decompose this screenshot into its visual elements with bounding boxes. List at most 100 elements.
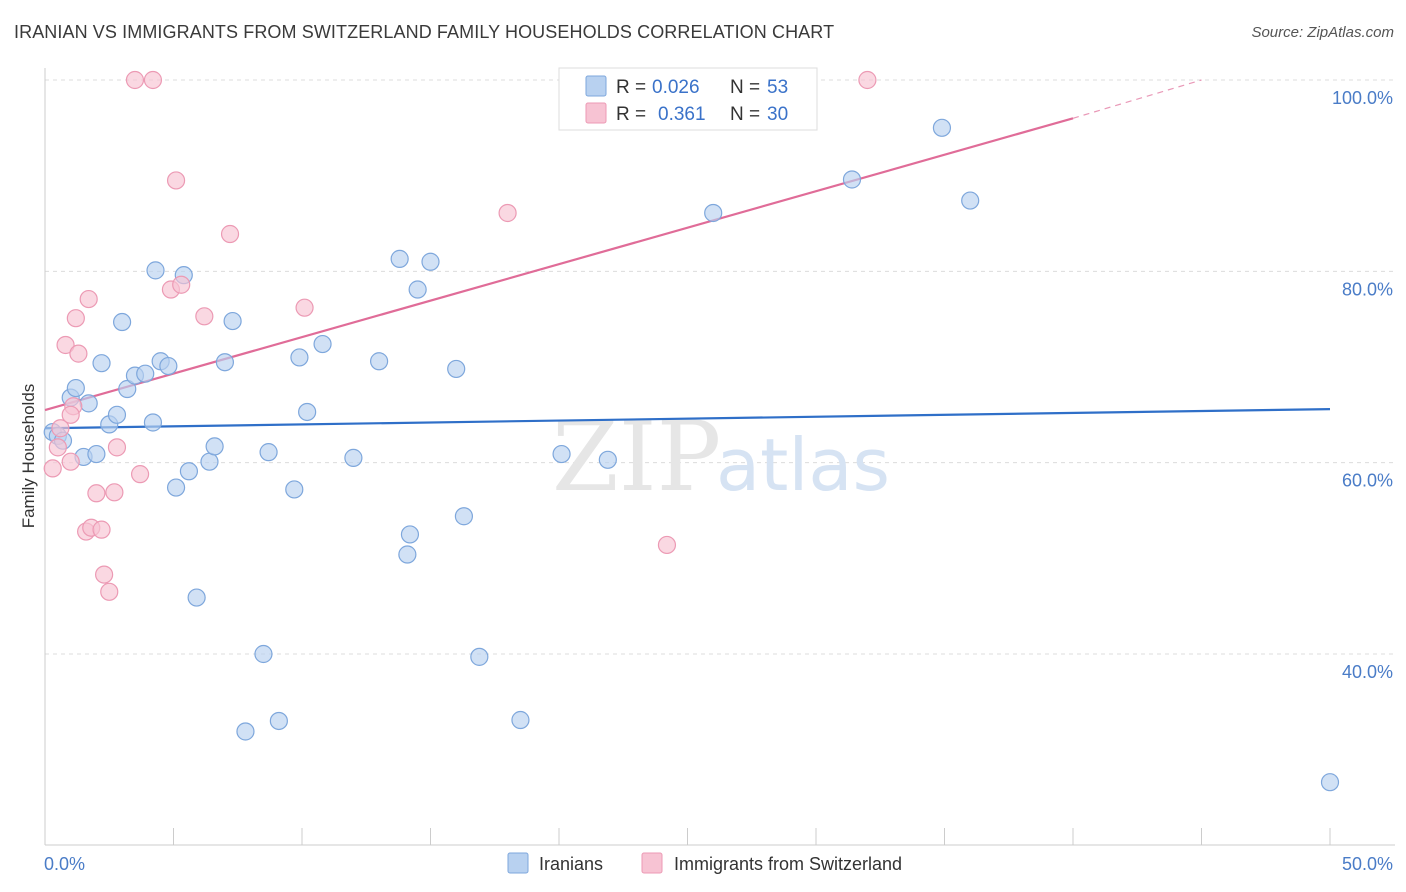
iranians-trend-line (44, 407, 1331, 430)
legend-n-label: N = (730, 77, 760, 98)
switzerland-point (95, 565, 114, 584)
iranian-point (143, 413, 163, 432)
iranian-point (298, 402, 317, 422)
iranian-point (159, 356, 178, 376)
switzerland-point (166, 171, 186, 190)
iranian-point (136, 364, 155, 383)
legend-r-label: R = (616, 77, 646, 98)
iranian-point (146, 261, 165, 280)
switzerland-point (220, 224, 240, 244)
bottom-legend-swatch-iranians (507, 852, 529, 874)
iranian-point (421, 252, 440, 271)
grid-lines (45, 79, 1395, 655)
x-tick-labels: 0.0% 50.0% (44, 854, 1393, 874)
iranian-point (1320, 773, 1340, 792)
switzerland-point (295, 298, 314, 317)
iranian-point (598, 450, 617, 469)
trend-lines (44, 79, 1331, 430)
legend-n-value: 53 (767, 77, 788, 98)
switzerland-point (498, 203, 517, 223)
legend-n-label: N = (730, 104, 760, 125)
switzerland-point (125, 70, 145, 90)
iranian-point (285, 480, 304, 499)
switzerland-point (105, 483, 124, 502)
iranian-point (370, 352, 389, 371)
bottom-legend-swatch-switzerland (641, 852, 663, 874)
watermark-atlas: atlas (716, 423, 890, 507)
iranian-point (87, 444, 106, 464)
switzerland-trend-line (44, 117, 1074, 412)
bottom-legend-label-iranians: Iranians (539, 854, 603, 874)
iranian-point (344, 448, 363, 467)
iranian-point (107, 405, 127, 424)
switzerland-point (79, 289, 98, 309)
legend-r-label: R = (616, 104, 646, 125)
iranian-point (254, 644, 273, 664)
y-tick-label: 40.0% (1342, 662, 1393, 682)
iranian-point (223, 311, 242, 331)
iranian-point (552, 444, 571, 464)
iranian-point (704, 203, 723, 223)
switzerland-point (56, 335, 75, 355)
y-tick-label: 60.0% (1342, 471, 1393, 491)
legend-r-value: 0.026 (652, 77, 700, 98)
source-credit: Source: ZipAtlas.com (1251, 24, 1394, 41)
iranian-point (79, 394, 98, 413)
bottom-legend: Iranians Immigrants from Switzerland (507, 852, 902, 874)
iranian-point (200, 452, 219, 471)
y-tick-labels: 40.0% 60.0% 80.0% 100.0% (1332, 88, 1393, 682)
iranian-point (166, 478, 186, 497)
iranian-point (470, 647, 489, 666)
legend: R = 0.026 N = 53 R = 0.361 N = 30 (558, 67, 818, 131)
iranian-point (187, 588, 206, 607)
legend-swatch-switzerland (585, 102, 607, 124)
switzerland-point (87, 484, 106, 503)
iranian-point (205, 437, 224, 456)
switzerland-point (61, 452, 80, 471)
axes (44, 68, 1395, 846)
iranian-point (390, 249, 409, 268)
switzerland-point (92, 520, 111, 539)
switzerland-point (66, 309, 85, 328)
x-tick-label: 0.0% (44, 854, 85, 874)
iranian-point (259, 443, 278, 462)
switzerland-point (172, 275, 191, 294)
iranian-point (290, 348, 309, 367)
y-axis-label: Family Households (19, 384, 38, 529)
switzerland-trend-extension (1072, 79, 1202, 119)
y-tick-label: 80.0% (1342, 279, 1393, 299)
switzerland-point (195, 307, 214, 326)
y-tick-label: 100.0% (1332, 88, 1393, 108)
iranian-point (66, 378, 85, 398)
iranian-point (118, 379, 137, 399)
iranian-point (236, 722, 255, 741)
switzerland-point (69, 344, 88, 363)
legend-swatch-iranians (585, 75, 607, 97)
iranian-point (932, 118, 952, 137)
switzerland-point (48, 438, 67, 457)
chart-title: IRANIAN VS IMMIGRANTS FROM SWITZERLAND F… (14, 22, 835, 42)
iranian-point (454, 507, 474, 526)
iranian-point (398, 545, 417, 564)
switzerland-point (143, 70, 163, 90)
switzerland-point (100, 582, 119, 601)
switzerland-point (858, 70, 877, 90)
iranian-point (313, 334, 332, 354)
iranian-point (215, 353, 234, 372)
iranian-point (511, 710, 530, 730)
switzerland-point (51, 419, 70, 438)
switzerland-point (130, 465, 150, 484)
x-tick-label: 50.0% (1342, 854, 1393, 874)
switzerland-point (61, 405, 80, 424)
data-points (43, 70, 1340, 792)
iranian-point (179, 462, 199, 481)
iranian-point (269, 711, 288, 731)
switzerland-point (657, 535, 677, 555)
switzerland-point (43, 459, 62, 478)
legend-n-value: 30 (767, 104, 788, 125)
iranian-point (961, 191, 980, 210)
iranian-point (447, 359, 466, 379)
iranian-point (842, 170, 862, 189)
iranian-point (400, 525, 420, 544)
